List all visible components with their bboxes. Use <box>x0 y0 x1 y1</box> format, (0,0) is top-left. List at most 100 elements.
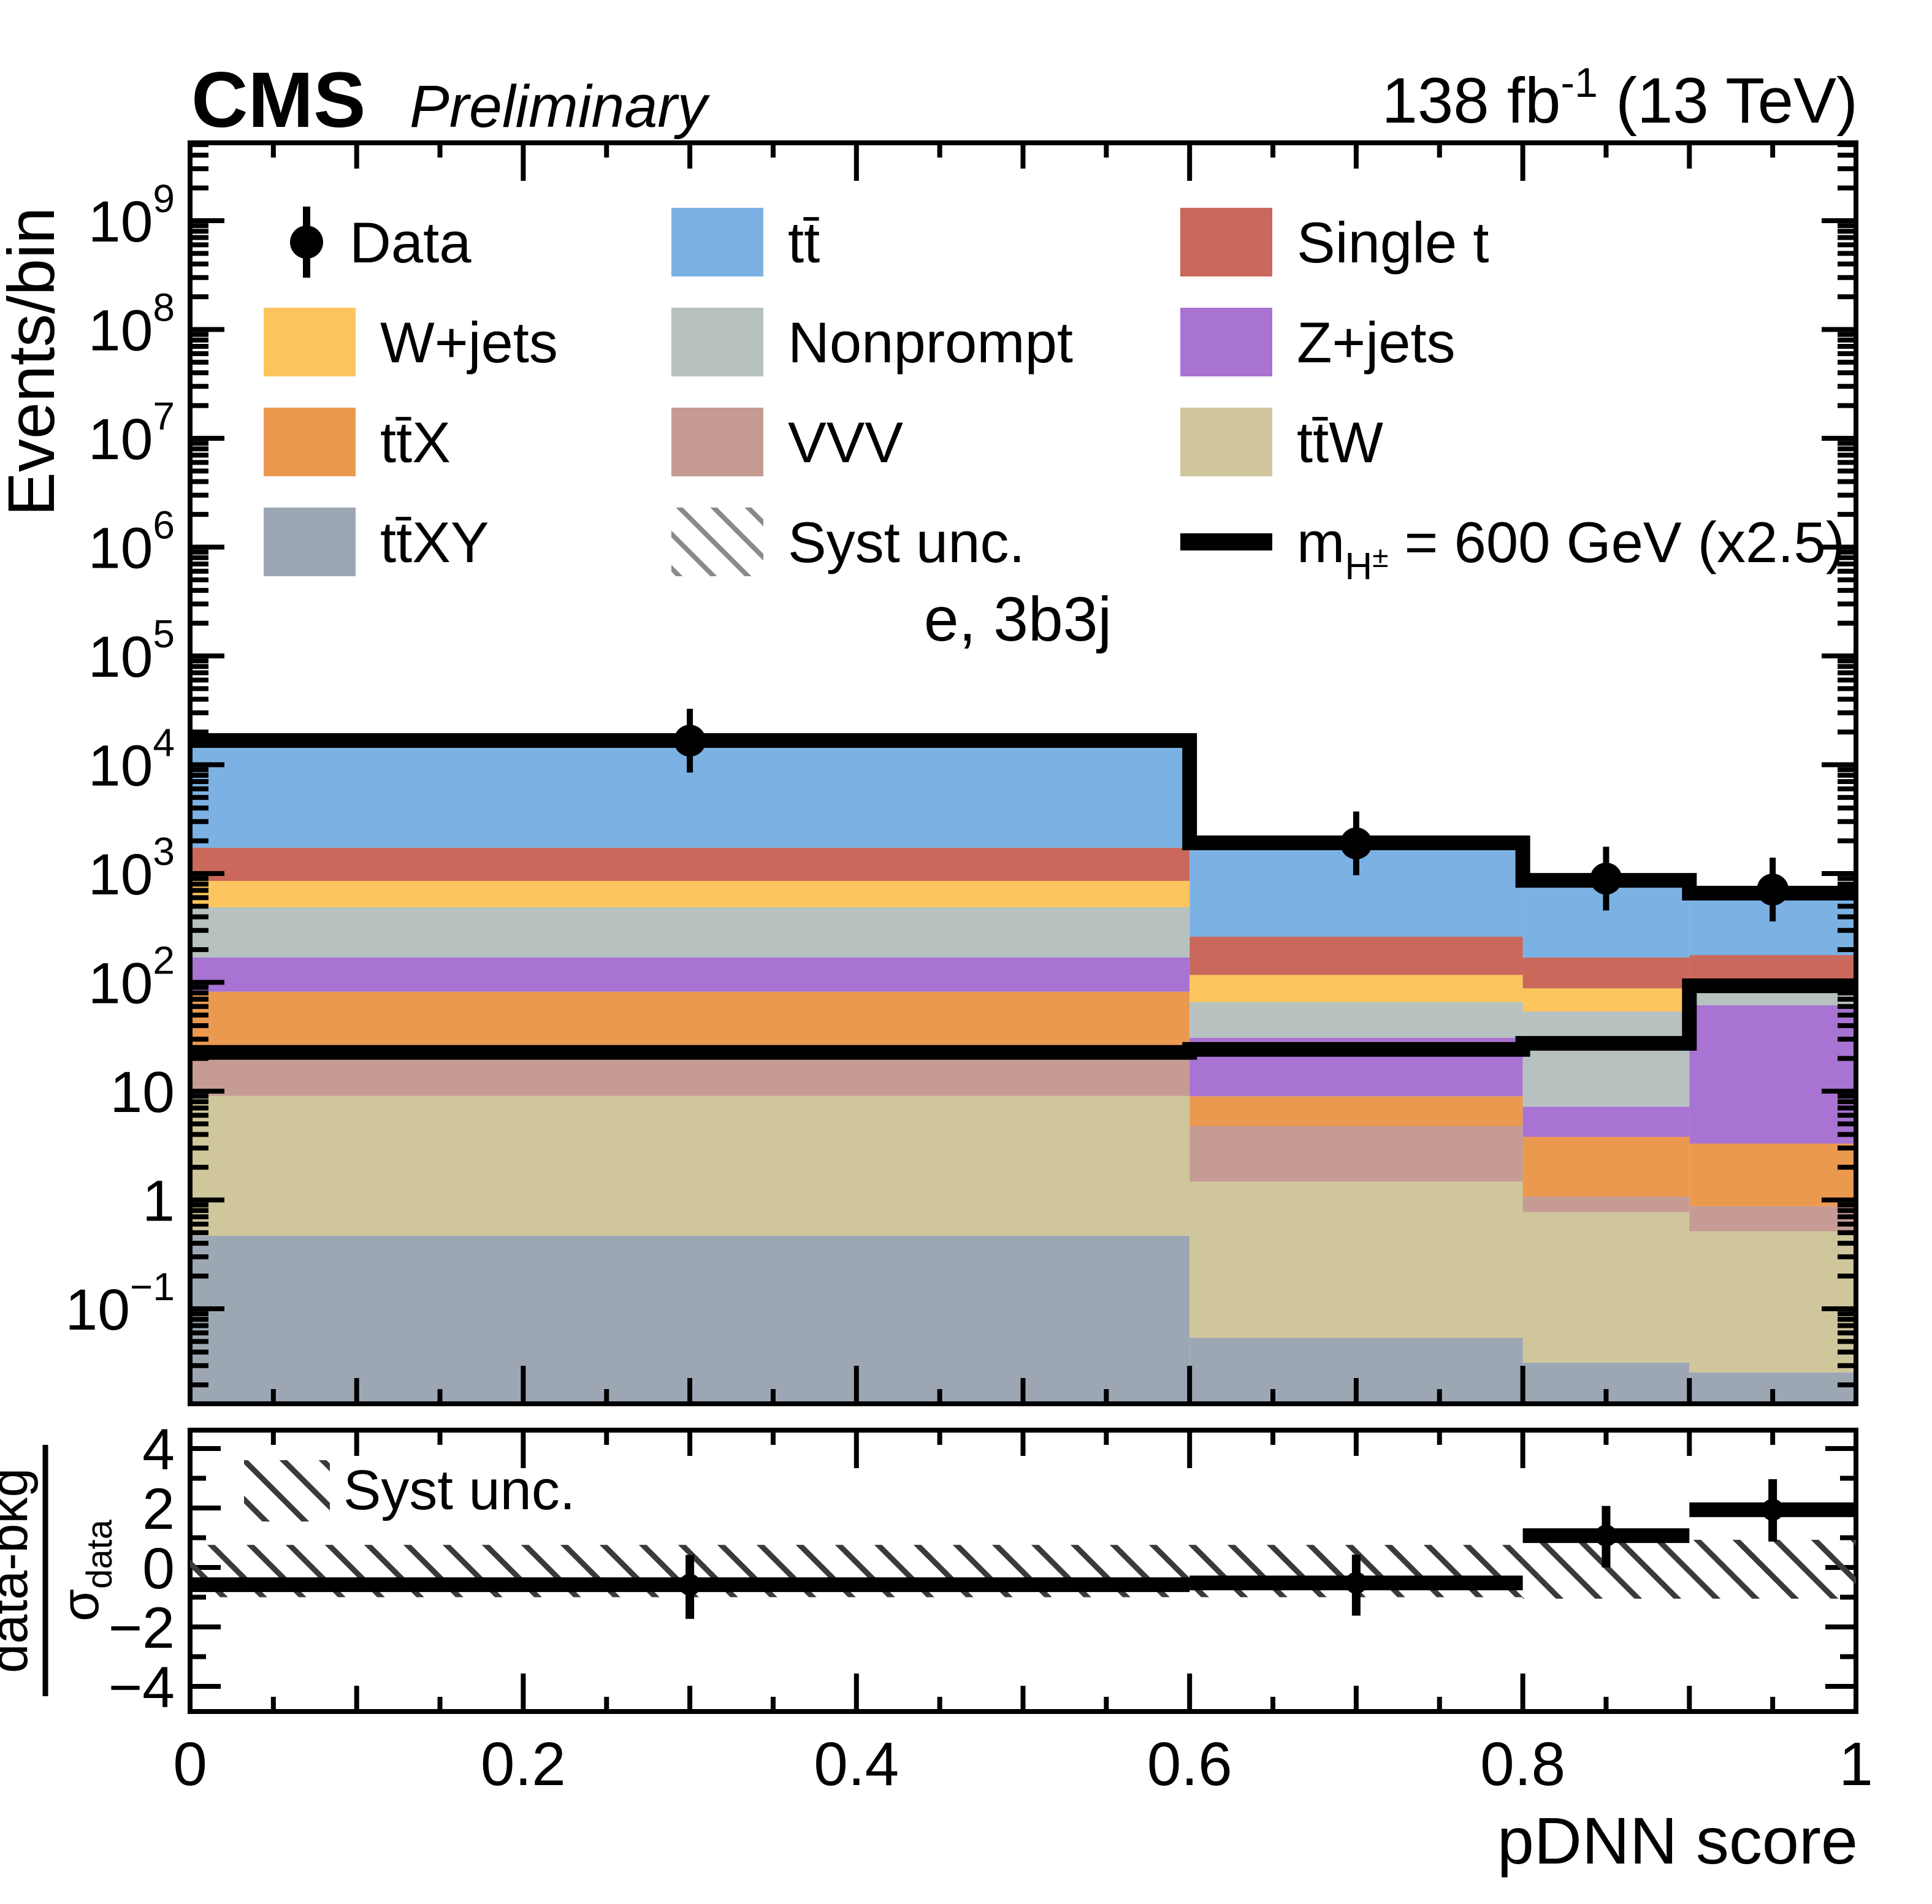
x-tick-label: 0 <box>173 1730 207 1799</box>
stack-segment-ttW-bin1 <box>1189 1181 1523 1338</box>
x-tick-label: 1 <box>1839 1730 1873 1799</box>
y-tick-label: 105 <box>88 612 175 690</box>
legend-swatch-VVV <box>671 408 763 476</box>
legend-data-marker <box>290 226 323 259</box>
stack-segment-ttX-bin0 <box>190 991 1190 1048</box>
ratio-point-marker-bin0 <box>679 1574 701 1596</box>
y-axis-title: Events/bin <box>0 207 68 516</box>
y-tick-label: 10−1 <box>65 1265 175 1342</box>
signal-step-line <box>190 978 1856 1060</box>
channel-label: e, 3b3j <box>924 584 1112 654</box>
y-tick-label: 109 <box>88 177 175 254</box>
stack-segment-Zjets-bin3 <box>1689 1005 1856 1144</box>
stack-segment-SingleT-bin2 <box>1522 958 1690 989</box>
stack-segment-Zjets-bin2 <box>1522 1106 1690 1137</box>
ratio-point-marker-bin1 <box>1345 1572 1367 1594</box>
legend-label: VVV <box>788 410 903 474</box>
ratio-axis-title: data-bkg σdata <box>0 1445 120 1696</box>
data-point-marker <box>1590 863 1622 895</box>
legend-label: Syst unc. <box>788 510 1025 574</box>
stack-histograms <box>190 740 1856 1404</box>
ratio-tick-label: −4 <box>109 1655 175 1720</box>
x-axis-title: pDNN score <box>1497 1803 1858 1878</box>
main-legend: Data tt̄ Single t W+jets Nonprompt Z+jets tt̄X… <box>264 207 1845 588</box>
legend-swatch-Nonprompt <box>671 308 763 376</box>
stack-segment-ttX-bin1 <box>1189 1096 1523 1126</box>
legend-label: tt̄XY <box>380 510 489 574</box>
stack-segment-ttX-bin2 <box>1522 1137 1690 1197</box>
legend-swatch-ttX <box>264 408 356 476</box>
axis-ticks <box>188 142 1858 1712</box>
lumi-energy-label: 138 fb-1 (13 TeV) <box>1381 59 1858 137</box>
ratio-axis-title-denominator: σdata <box>51 1519 120 1621</box>
y-tick-label: 102 <box>88 939 175 1016</box>
legend-label: tt̄X <box>380 410 451 474</box>
ratio-tick-label: 4 <box>142 1417 175 1482</box>
legend-syst-swatch <box>671 508 763 576</box>
stack-segment-SingleT-bin1 <box>1189 936 1523 975</box>
ratio-tick-label: −2 <box>109 1596 175 1661</box>
stack-segment-VVV-bin2 <box>1522 1197 1690 1213</box>
legend-label: Single t <box>1297 210 1489 275</box>
stack-segment-VVV-bin1 <box>1189 1125 1523 1182</box>
stack-segment-VVV-bin3 <box>1689 1206 1856 1232</box>
legend-swatch-tt <box>671 208 763 276</box>
legend-label: Data <box>349 210 472 275</box>
legend-label: tt̄W <box>1297 410 1383 474</box>
ratio-point-marker-bin2 <box>1595 1525 1617 1547</box>
data-point-marker <box>1340 827 1372 859</box>
ratio-tick-label: 0 <box>142 1536 175 1601</box>
legend-swatch-Wjets <box>264 308 356 376</box>
ratio-content <box>190 1479 1856 1619</box>
legend-label: Z+jets <box>1297 310 1456 375</box>
data-points <box>674 709 1789 922</box>
x-tick-label: 0.2 <box>481 1730 566 1799</box>
stack-segment-ttW-bin2 <box>1522 1212 1690 1363</box>
total-background-step-line <box>190 733 1856 901</box>
stack-segment-Wjets-bin1 <box>1189 975 1523 1002</box>
x-tick-label: 0.6 <box>1147 1730 1232 1799</box>
stack-segment-SingleT-bin0 <box>190 847 1190 881</box>
y-tick-label: 107 <box>88 394 175 472</box>
legend-label: W+jets <box>380 310 558 375</box>
x-tick-label: 0.8 <box>1480 1730 1565 1799</box>
stack-segment-ttXY-bin0 <box>190 1235 1190 1404</box>
stack-segment-Wjets-bin0 <box>190 880 1190 907</box>
ratio-syst-legend-swatch <box>244 1460 330 1521</box>
y-tick-label: 1 <box>142 1169 175 1234</box>
stack-segment-ttW-bin0 <box>190 1095 1190 1236</box>
y-tick-label: 104 <box>88 721 175 799</box>
lumi-text: 138 fb-1 (13 TeV) <box>1381 59 1858 137</box>
stack-segment-Nonprompt-bin1 <box>1189 1002 1523 1038</box>
legend-swatch-ttXY <box>264 508 356 576</box>
legend-label: tt̄ <box>788 210 820 275</box>
y-tick-label: 103 <box>88 829 175 907</box>
stack-segment-Nonprompt-bin0 <box>190 907 1190 958</box>
y-tick-label: 10 <box>110 1060 175 1125</box>
stack-segment-Zjets-bin0 <box>190 958 1190 992</box>
data-point-marker <box>674 725 706 757</box>
stack-segment-SingleT-bin3 <box>1689 955 1856 983</box>
ratio-tick-label: 2 <box>142 1477 175 1542</box>
cms-label: CMS <box>191 56 365 144</box>
legend-swatch-Zjets <box>1180 308 1272 376</box>
legend-label-signal: mH± = 600 GeV (x2.5) <box>1297 510 1845 588</box>
stack-segment-Nonprompt-bin2 <box>1522 1011 1690 1107</box>
ratio-syst-band-bin3 <box>1689 1539 1856 1599</box>
legend-label: Nonprompt <box>788 310 1073 375</box>
legend-swatch-SingleT <box>1180 208 1272 276</box>
y-tick-label: 108 <box>88 286 175 364</box>
stack-segment-ttW-bin3 <box>1689 1231 1856 1373</box>
preliminary-label: Preliminary <box>410 73 711 140</box>
ratio-syst-legend-label: Syst unc. <box>343 1459 575 1521</box>
ratio-axis-title-numerator: data-bkg <box>0 1468 39 1674</box>
ratio-point-marker-bin3 <box>1762 1498 1784 1521</box>
stack-segment-Wjets-bin2 <box>1522 988 1690 1011</box>
stack-segment-ttX-bin3 <box>1689 1143 1856 1206</box>
x-tick-label: 0.4 <box>814 1730 899 1799</box>
y-tick-label: 106 <box>88 503 175 581</box>
